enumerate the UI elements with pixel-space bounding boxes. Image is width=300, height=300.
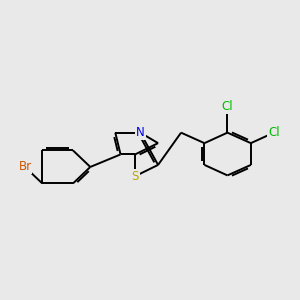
Text: Br: Br [18,160,32,173]
Text: Cl: Cl [222,100,233,113]
Text: Cl: Cl [268,126,280,139]
Text: S: S [131,170,139,183]
Text: N: N [136,126,145,139]
